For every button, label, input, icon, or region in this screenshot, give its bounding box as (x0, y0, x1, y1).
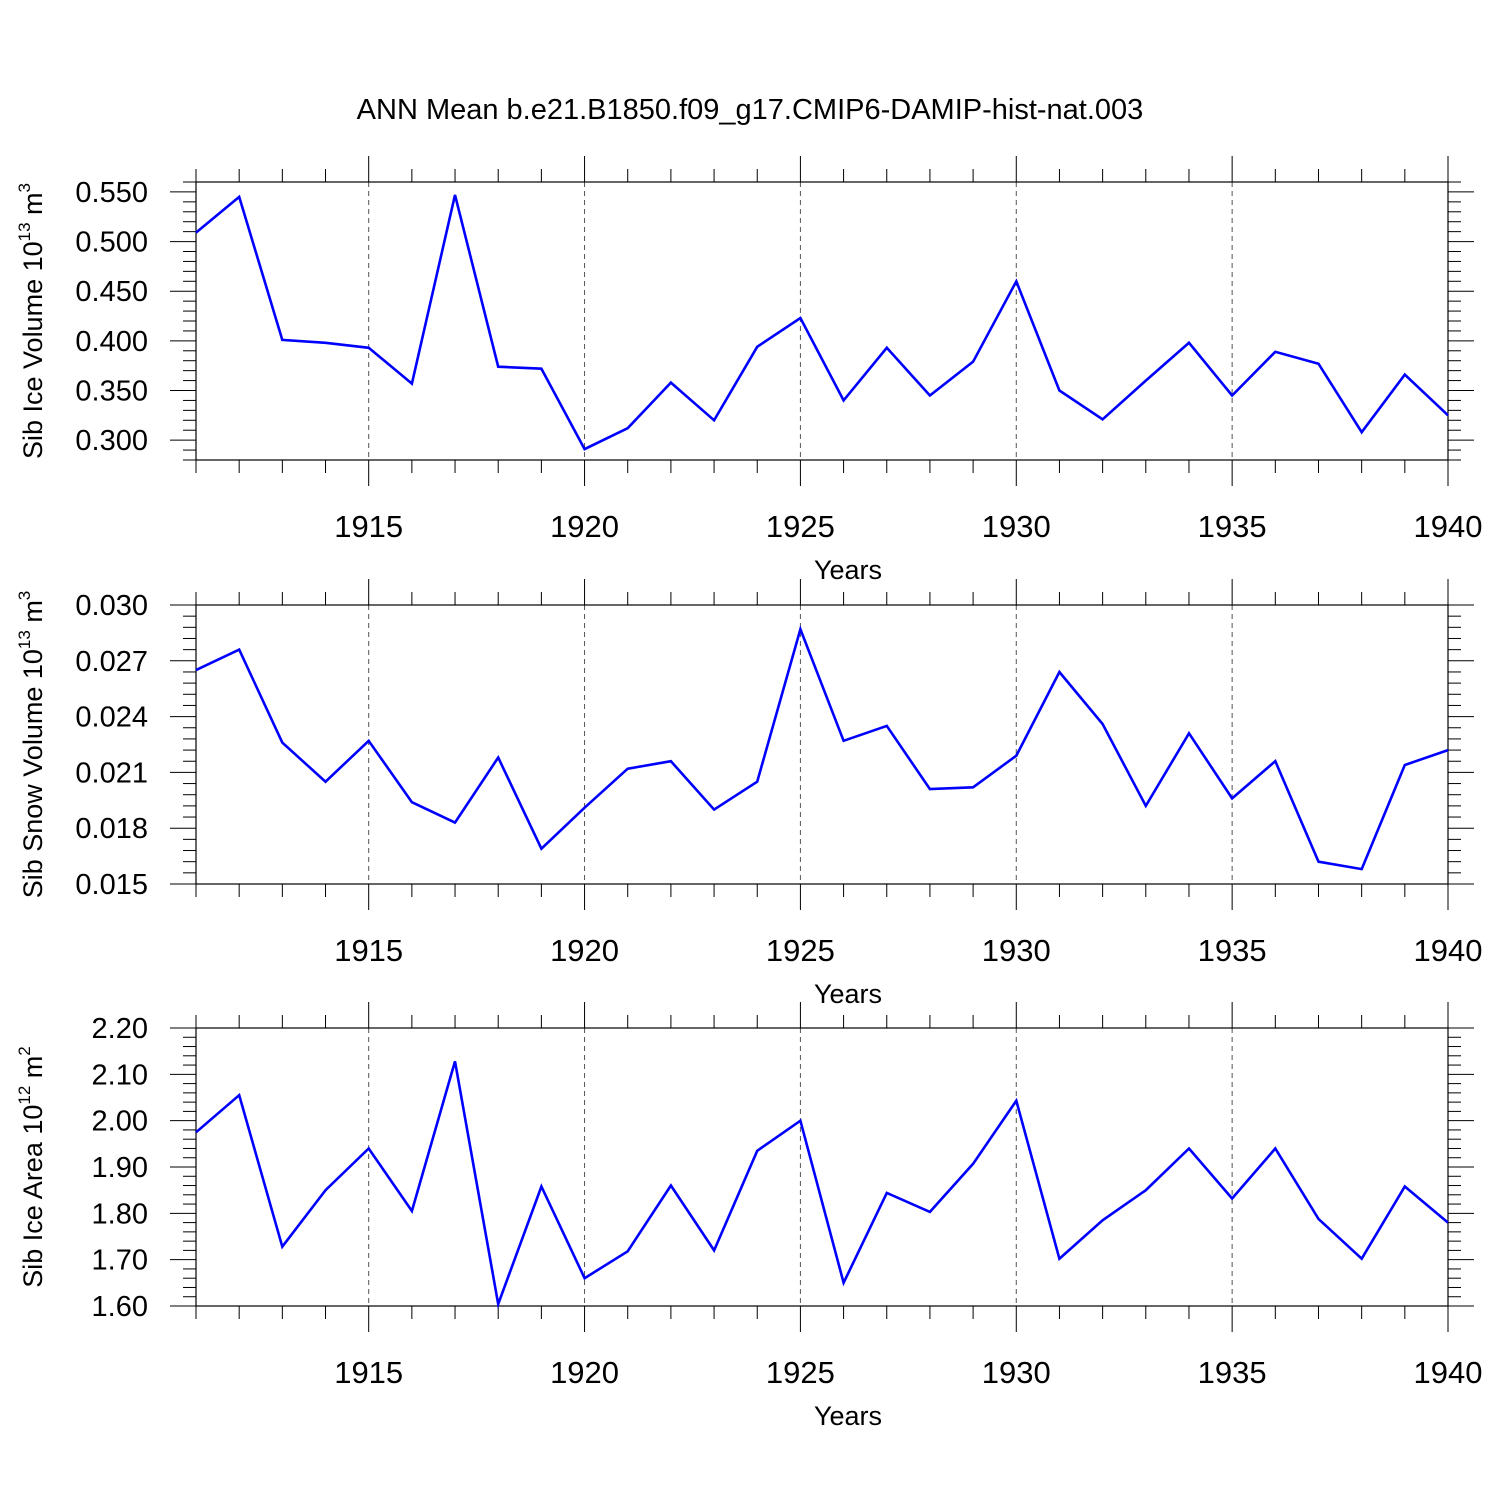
y-axis-label: Sib Snow Volume 1013 m3 (15, 591, 48, 899)
y-tick-label: 2.00 (92, 1106, 148, 1138)
y-tick-label: 1.90 (92, 1152, 148, 1184)
x-tick-label: 1930 (982, 1355, 1051, 1390)
x-tick-label: 1935 (1198, 509, 1267, 544)
y-tick-label: 1.60 (92, 1291, 148, 1323)
x-tick-label: 1925 (766, 509, 835, 544)
x-tick-label: 1925 (766, 1355, 835, 1390)
y-tick-label: 0.030 (75, 590, 148, 622)
y-tick-label: 0.300 (75, 425, 148, 457)
x-tick-label: 1940 (1414, 509, 1483, 544)
plot-frame (195, 604, 1449, 885)
x-tick-label: 1920 (550, 1355, 619, 1390)
y-tick-label: 0.018 (75, 813, 148, 845)
panel-3: 1.60 1.70 1.80 1.90 2.00 2.10 2.20 1915 1920 1925… (15, 1002, 1482, 1431)
y-tick-label: 2.20 (92, 1013, 148, 1045)
x-tick-label: 1915 (334, 1355, 403, 1390)
y-tick-label: 0.500 (75, 227, 148, 259)
plot-frame (195, 181, 1449, 461)
series-line (195, 194, 1449, 451)
y-axis-label: Sib Ice Volume 1013 m3 (15, 183, 48, 459)
x-axis-label: Years (814, 979, 882, 1009)
x-tick-label: 1925 (766, 933, 835, 968)
y-tick-label: 0.027 (75, 646, 148, 678)
y-tick-label: 0.450 (75, 276, 148, 308)
y-tick-label: 0.400 (75, 326, 148, 358)
y-tick-label: 0.021 (75, 757, 148, 789)
x-tick-label: 1930 (982, 933, 1051, 968)
y-tick-label: 0.015 (75, 869, 148, 901)
y-tick-label: 1.80 (92, 1198, 148, 1230)
y-tick-label: 0.024 (75, 702, 148, 734)
x-tick-label: 1930 (982, 509, 1051, 544)
x-tick-label: 1935 (1198, 933, 1267, 968)
y-tick-label: 1.70 (92, 1245, 148, 1277)
x-tick-label: 1935 (1198, 1355, 1267, 1390)
x-tick-label: 1940 (1414, 1355, 1483, 1390)
x-axis-label: Years (814, 1401, 882, 1431)
panel-2: 0.015 0.018 0.021 0.024 0.027 0.030 1915 1920 19… (15, 579, 1482, 1009)
y-tick-label: 2.10 (92, 1059, 148, 1091)
panels: 0.300 0.350 0.400 0.450 0.500 0.550 1915 1920 19… (15, 156, 1482, 1431)
y-tick-label: 0.550 (75, 177, 148, 209)
x-tick-label: 1920 (550, 933, 619, 968)
x-tick-label: 1940 (1414, 933, 1483, 968)
series-line (195, 1061, 1449, 1310)
y-tick-label: 0.350 (75, 376, 148, 408)
series-line (195, 625, 1449, 871)
x-tick-label: 1915 (334, 933, 403, 968)
x-tick-label: 1920 (550, 509, 619, 544)
x-tick-label: 1915 (334, 509, 403, 544)
x-axis-label: Years (814, 555, 882, 585)
y-axis-label: Sib Ice Area 1012 m2 (15, 1046, 48, 1288)
chart-title: ANN Mean b.e21.B1850.f09_g17.CMIP6-DAMIP… (357, 94, 1144, 126)
panel-1: 0.300 0.350 0.400 0.450 0.500 0.550 1915 1920 19… (15, 156, 1482, 585)
